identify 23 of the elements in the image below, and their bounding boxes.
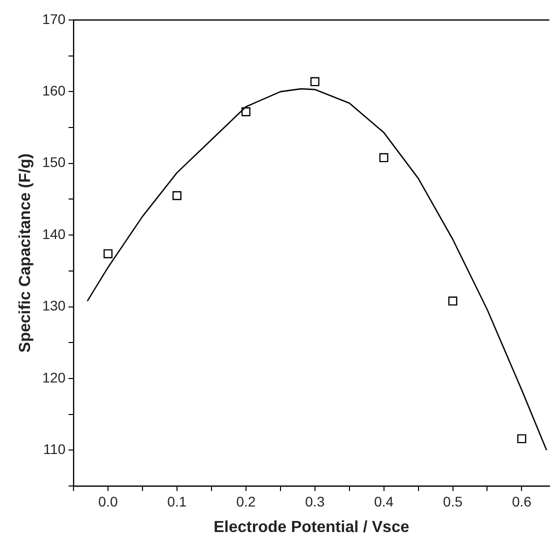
point (241, 107, 250, 116)
y-tick-label: 110 (43, 441, 66, 458)
point (448, 296, 458, 306)
point (379, 153, 388, 162)
x-tick-label: 0.1 (167, 493, 187, 510)
point (104, 249, 113, 258)
x-tick-label: 0.0 (98, 493, 118, 510)
x-tick-label: 0.3 (305, 493, 325, 510)
y-axis-title: Specific Capacitance (F/g) (17, 153, 34, 353)
y-tick-label: 140 (42, 226, 66, 242)
y-tick-label: 160 (42, 82, 66, 99)
x-tick-label: 0.4 (374, 493, 394, 510)
x-axis-title: Electrode Potential / Vsce (214, 518, 410, 536)
x-tick-label: 0.2 (236, 493, 256, 510)
point (310, 77, 320, 86)
x-tick-label: 0.5 (443, 493, 463, 510)
y-tick-label: 170 (42, 10, 66, 27)
y-tick-label: 150 (42, 154, 66, 170)
y-tick-label: 130 (42, 298, 66, 314)
point (517, 434, 526, 444)
x-tick-label: 0.6 (512, 493, 532, 510)
y-tick-label: 120 (42, 369, 66, 386)
point (172, 191, 182, 200)
